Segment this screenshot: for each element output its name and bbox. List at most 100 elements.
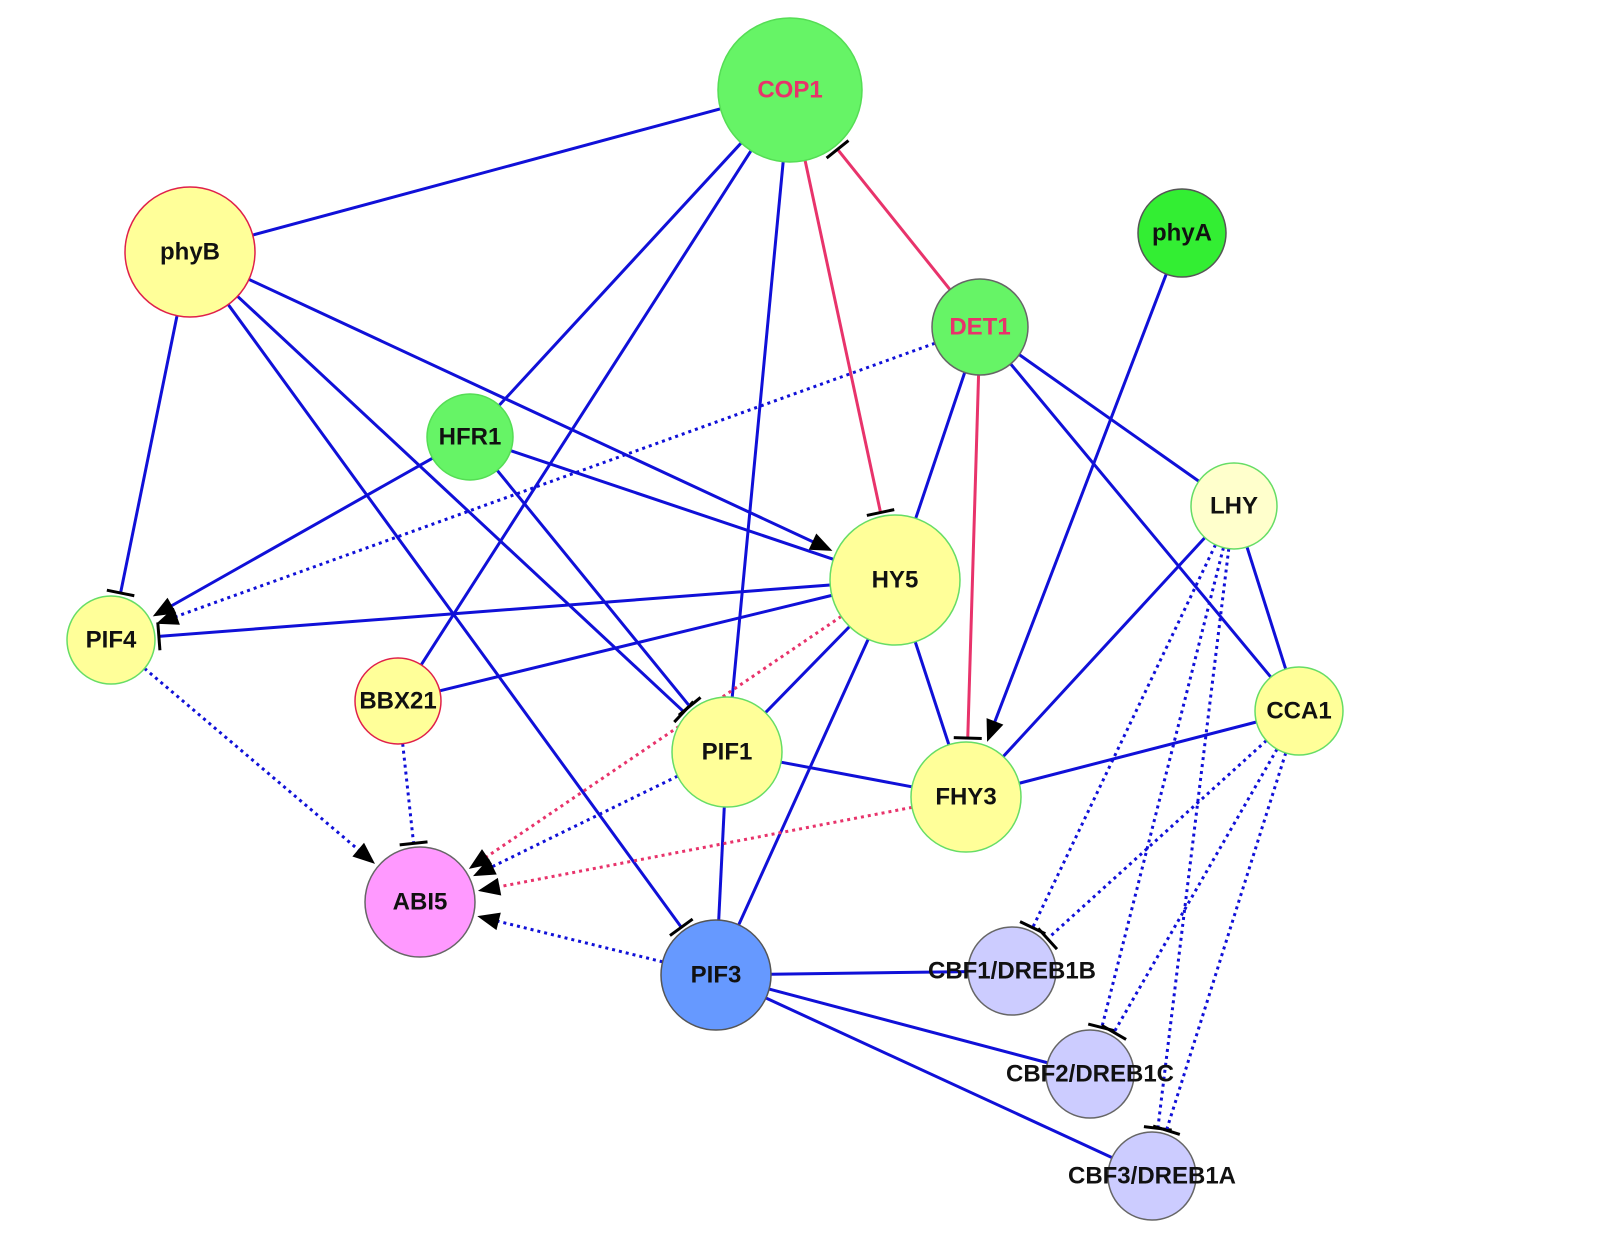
edge-HFR1-PIF1: [496, 469, 702, 717]
edge-line: [913, 641, 951, 746]
node-cbf2[interactable]: CBF2/DREB1C: [1006, 1029, 1174, 1119]
edge-line: [510, 449, 834, 561]
node-circle: [426, 393, 514, 481]
inhibition-bar-icon: [866, 508, 895, 517]
edge-line: [236, 295, 685, 713]
node-circle: [671, 696, 783, 808]
node-label: CBF2/DREB1C: [1006, 1061, 1174, 1088]
edge-PIF1-PIF3: [717, 806, 726, 921]
edge-line: [914, 372, 967, 519]
edge-line: [765, 996, 1113, 1159]
edge-HY5-PIF3: [737, 638, 870, 926]
node-label: BBX21: [359, 688, 436, 715]
node-cbf3[interactable]: CBF3/DREB1A: [1068, 1131, 1236, 1221]
node-cop1[interactable]: COP1: [717, 17, 863, 163]
node-bbx21[interactable]: BBX21: [354, 657, 442, 745]
edge-line: [1009, 362, 1273, 679]
edge-HY5-PIF4: [156, 583, 831, 651]
edge-line: [1100, 547, 1225, 1028]
node-pif3[interactable]: PIF3: [660, 919, 772, 1031]
edge-line: [966, 374, 981, 739]
edge-DET1-LHY: [1018, 353, 1200, 483]
edge-FHY3-ABI5: [477, 805, 913, 896]
node-phyb[interactable]: phyB: [124, 186, 256, 318]
edge-HY5-BBX21: [439, 593, 833, 693]
node-phya[interactable]: phyA: [1137, 188, 1227, 278]
inhibition-bar-icon: [106, 588, 135, 598]
edge-HFR1-PIF4: [152, 456, 434, 617]
edge-line: [170, 341, 936, 620]
node-label: COP1: [757, 77, 822, 104]
edge-line: [764, 625, 851, 714]
node-abi5[interactable]: ABI5: [364, 846, 476, 958]
node-label: LHY: [1210, 493, 1258, 520]
edge-line: [768, 987, 1048, 1065]
arrowhead-icon: [477, 877, 502, 896]
edge-line: [1002, 536, 1206, 758]
edge-line: [439, 593, 833, 693]
node-fhy3[interactable]: FHY3: [910, 741, 1022, 853]
edge-line: [401, 743, 416, 844]
edge-phyB-HY5: [248, 278, 833, 551]
node-pif4[interactable]: PIF4: [66, 595, 156, 685]
edge-line: [165, 456, 434, 610]
node-label: phyA: [1152, 220, 1212, 247]
edge-line: [227, 303, 683, 929]
node-label: CBF3/DREB1A: [1068, 1163, 1236, 1190]
node-pif1[interactable]: PIF1: [671, 696, 783, 808]
edge-line: [252, 107, 721, 237]
arrowhead-icon: [986, 718, 1004, 742]
edge-LHY-FHY3: [1002, 536, 1206, 758]
edge-line: [803, 160, 883, 513]
edge-DET1-HY5: [914, 372, 967, 519]
node-circle: [364, 846, 476, 958]
edge-line: [119, 315, 179, 594]
edge-CCA1-CBF3: [1152, 752, 1288, 1136]
node-cca1[interactable]: CCA1: [1254, 666, 1344, 756]
inhibition-bar-icon: [825, 139, 850, 160]
edge-COP1-BBX21: [419, 149, 753, 666]
node-label: DET1: [949, 314, 1010, 341]
node-lhy[interactable]: LHY: [1190, 462, 1278, 550]
inhibition-bar-icon: [1101, 1024, 1127, 1041]
edge-PIF1-ABI5: [473, 774, 679, 877]
node-circle: [1045, 1029, 1135, 1119]
edge-DET1-FHY3: [953, 374, 982, 740]
edge-line: [770, 970, 969, 976]
edge-PIF4-ABI5: [143, 667, 375, 864]
edge-line: [780, 760, 913, 789]
inhibition-bar-icon: [953, 736, 982, 740]
nodes-layer: COP1 phyB phyA DET1 HFR1 LHY HY5 PIF4 BBX21 PIF1 C…: [66, 17, 1344, 1221]
node-circle: [1254, 666, 1344, 756]
edge-line: [1046, 739, 1268, 940]
edge-phyA-FHY3: [986, 273, 1168, 742]
node-hfr1[interactable]: HFR1: [426, 393, 514, 481]
node-circle: [66, 595, 156, 685]
node-det1[interactable]: DET1: [931, 278, 1029, 376]
edge-line: [1018, 353, 1200, 483]
node-label: PIF1: [702, 739, 753, 766]
edge-line: [836, 148, 952, 291]
edge-CCA1-CBF1: [1037, 739, 1268, 951]
edge-PIF3-CBF2: [768, 987, 1048, 1065]
node-label: HY5: [872, 567, 919, 594]
edge-PIF1-FHY3: [780, 760, 913, 789]
inhibition-bar-icon: [1037, 927, 1059, 951]
inhibition-bar-icon: [669, 917, 694, 937]
node-circle: [931, 278, 1029, 376]
edge-line: [1018, 720, 1257, 785]
node-hy5[interactable]: HY5: [829, 514, 961, 646]
edge-line: [1245, 546, 1288, 670]
edge-HFR1-HY5: [510, 449, 834, 561]
edge-line: [991, 273, 1168, 728]
node-circle: [829, 514, 961, 646]
edge-DET1-PIF4: [156, 341, 936, 625]
edge-COP1-HY5: [803, 160, 895, 517]
edge-CCA1-FHY3: [1018, 720, 1257, 785]
edge-line: [1165, 752, 1288, 1131]
node-label: CCA1: [1266, 698, 1331, 725]
edge-line: [481, 615, 843, 862]
edge-line: [1031, 544, 1217, 929]
node-cbf1[interactable]: CBF1/DREB1B: [928, 926, 1096, 1016]
node-circle: [1107, 1131, 1197, 1221]
